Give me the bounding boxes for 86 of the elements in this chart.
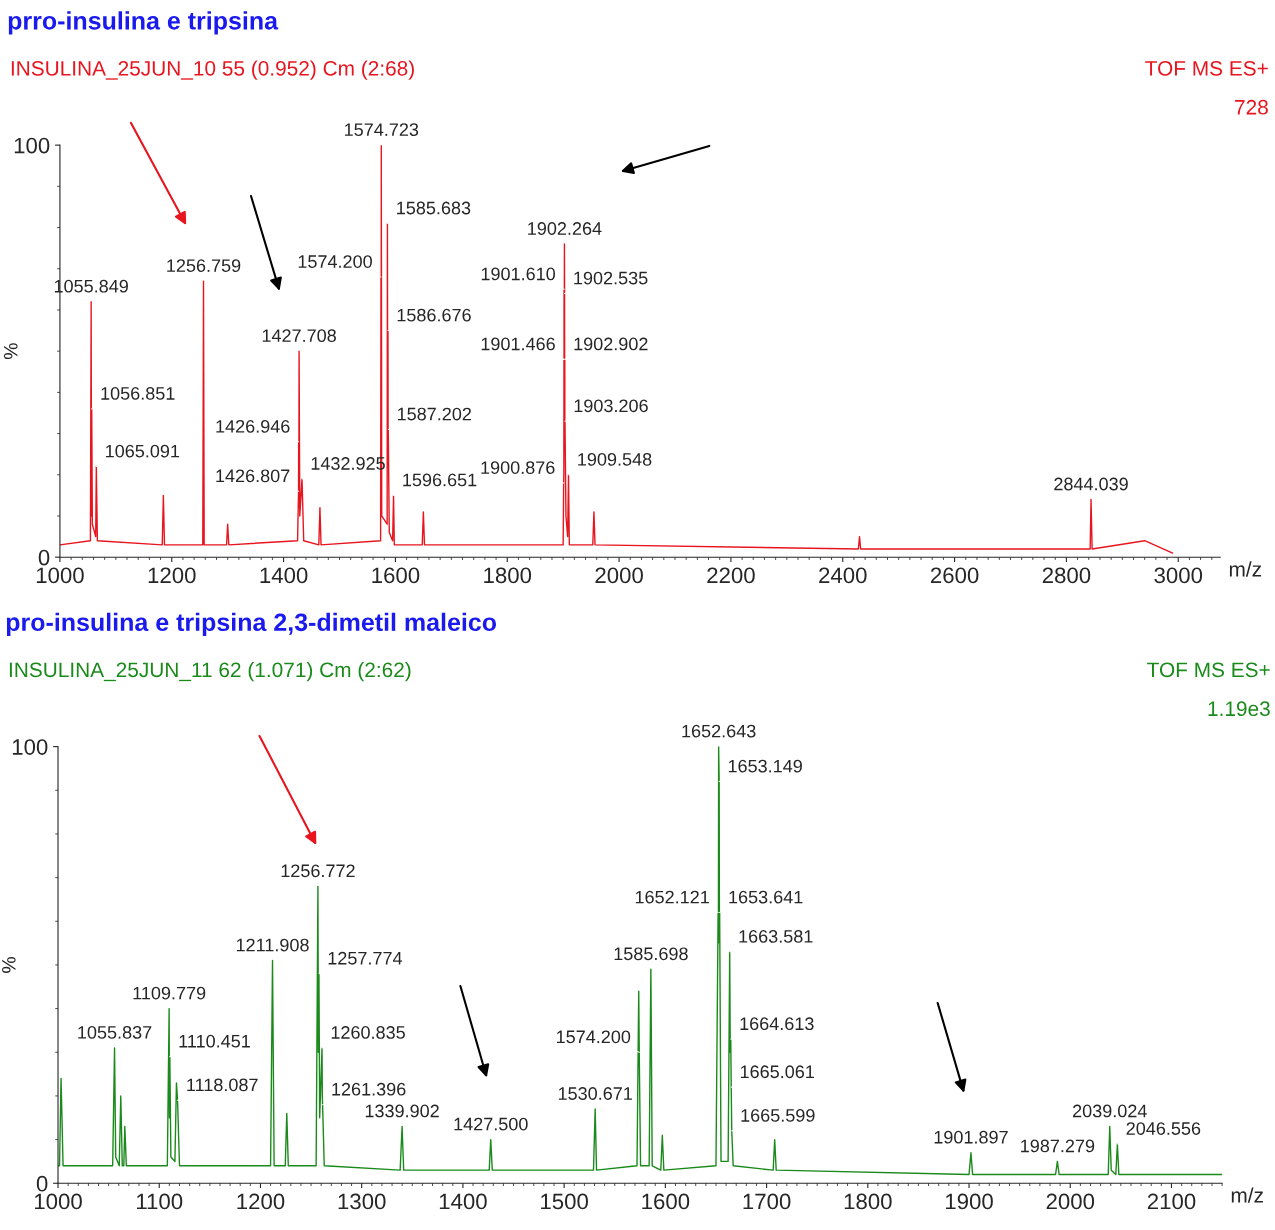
- x-tick-label: 3000: [1154, 567, 1203, 584]
- y-tick-label: 100: [12, 739, 48, 755]
- annotation: 2046.556: [1126, 1122, 1201, 1135]
- annotation: 1653.149: [728, 759, 802, 773]
- x-tick-label: 2200: [707, 567, 755, 584]
- text: 1.19e3: [1208, 701, 1270, 717]
- text: TOF MS ES+: [1145, 60, 1268, 76]
- annotation: 1257.774: [328, 951, 403, 965]
- chart-title: prro-insulina e tripsina: [8, 11, 279, 35]
- annotation: 1900.876: [481, 461, 555, 474]
- annotation: 1665.599: [741, 1109, 815, 1122]
- annotation: 1585.698: [614, 947, 688, 961]
- annotation: 1118.087: [187, 1078, 258, 1092]
- annotation: 1901.897: [934, 1130, 1008, 1144]
- x-tick-label: 1200: [148, 567, 196, 584]
- y-tick-label: 100: [14, 137, 50, 154]
- x-tick-label: 1400: [260, 567, 308, 584]
- annotation: 1586.676: [397, 308, 471, 322]
- x-tick-label: 1600: [372, 567, 420, 584]
- chart-subtitle: INSULINA_25JUN_11 62 (1.071) Cm (2:62): [9, 661, 411, 682]
- annotation: 1663.581: [739, 930, 813, 943]
- x-tick-label: 2000: [595, 567, 643, 584]
- annotation: 1261.396: [332, 1082, 406, 1096]
- annotation: 1256.772: [281, 864, 355, 878]
- annotation: 1530.671: [558, 1087, 632, 1100]
- x-tick-label: 1000: [36, 567, 84, 584]
- x-tick-label: 2600: [930, 567, 979, 584]
- annotation: 1902.535: [574, 271, 648, 285]
- x-tick-label: 2100: [1147, 1193, 1196, 1210]
- annotation: 1260.835: [331, 1026, 405, 1039]
- x-tick-label: 1400: [439, 1193, 487, 1210]
- annotation: 1056.851: [101, 387, 175, 400]
- x-tick-label: 2400: [819, 567, 867, 584]
- annotation: 1902.902: [574, 337, 648, 351]
- annotation: 1065.091: [106, 444, 180, 458]
- annotation: 1427.500: [454, 1117, 528, 1131]
- annotation: 1055.837: [78, 1025, 152, 1039]
- annotation: 1574.200: [298, 255, 372, 268]
- y-axis-title: %: [2, 956, 16, 973]
- annotation: 1903.206: [574, 399, 648, 413]
- annotation: 1110.451: [179, 1034, 250, 1048]
- annotation: 1585.683: [397, 201, 471, 215]
- annotation: 1426.946: [216, 419, 290, 433]
- x-tick-label: 1900: [946, 1193, 993, 1210]
- annotation: 1109.779: [133, 986, 206, 1000]
- annotation: 1587.202: [397, 407, 471, 421]
- annotation: 1574.723: [345, 123, 419, 137]
- x-tick-label: 1700: [743, 1193, 791, 1210]
- annotation: 1256.759: [167, 259, 241, 272]
- x-tick-label: 2000: [1046, 1193, 1095, 1210]
- annotation: 1339.902: [365, 1104, 439, 1118]
- annotation: 2844.039: [1054, 477, 1128, 491]
- annotation: 1211.908: [236, 938, 309, 952]
- annotation: 1426.807: [216, 469, 290, 483]
- annotation: 1574.200: [556, 1030, 631, 1044]
- x-axis-title: m/z: [1229, 561, 1262, 577]
- annotation: 1902.264: [528, 222, 602, 235]
- y-tick-label: 0: [36, 1175, 48, 1192]
- x-tick-label: 1800: [484, 567, 532, 584]
- x-tick-label: 1200: [237, 1193, 285, 1210]
- annotation: 1427.708: [262, 329, 336, 343]
- annotation: 1652.121: [635, 890, 709, 904]
- x-tick-label: 2800: [1042, 567, 1091, 584]
- annotation: 1901.466: [481, 337, 555, 351]
- annotation: 1652.643: [682, 724, 756, 738]
- x-tick-label: 1600: [642, 1193, 690, 1210]
- y-tick-label: 0: [38, 549, 50, 566]
- text: 728: [1235, 99, 1268, 115]
- annotation: 1901.610: [481, 267, 556, 281]
- annotation: 2039.024: [1073, 1104, 1147, 1118]
- annotation: 1987.279: [1021, 1139, 1095, 1153]
- chart-subtitle: INSULINA_25JUN_10 55 (0.952) Cm (2:68): [11, 60, 414, 80]
- annotation: 1596.651: [403, 473, 477, 487]
- x-tick-label: 1800: [844, 1193, 892, 1210]
- annotation: 1665.061: [740, 1065, 814, 1079]
- annotation: 1909.548: [578, 452, 652, 466]
- annotation: 1664.613: [740, 1017, 814, 1031]
- annotation: 1653.641: [729, 890, 803, 904]
- x-tick-label: 1300: [338, 1193, 386, 1210]
- x-tick-label: 1000: [34, 1193, 82, 1210]
- text: TOF MS ES+: [1147, 662, 1270, 678]
- x-axis-title: m/z: [1231, 1187, 1263, 1203]
- chart-title: pro-insulina e tripsina 2,3-dimetil maleico: [6, 612, 497, 637]
- x-tick-label: 1500: [541, 1193, 588, 1210]
- x-tick-label: 1100: [137, 1193, 183, 1210]
- y-axis-title: %: [3, 343, 18, 360]
